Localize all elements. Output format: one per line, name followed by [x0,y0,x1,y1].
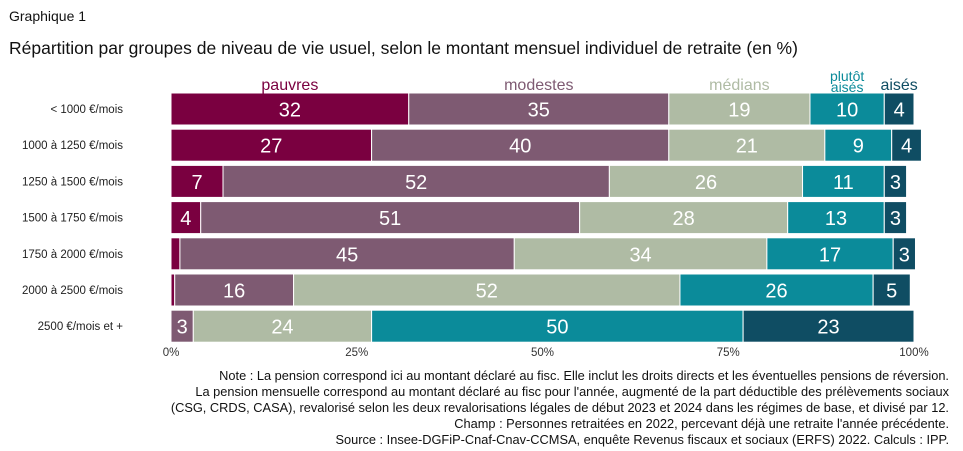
bar-segment [668,128,826,162]
chart-title: Répartition par groupes de niveau de vie… [9,38,798,58]
bar-segment [668,92,811,126]
x-tick-label: 75% [717,347,740,359]
data-label: 23 [817,317,839,339]
x-tick-label: 50% [531,347,554,359]
data-label: 7 [191,172,202,194]
note-line: La pension mensuelle correspond au monta… [195,384,949,399]
bar-segment [892,237,916,271]
bar-segment [891,128,922,162]
scope-line: Champ : Personnes retraitées en 2022, pe… [454,416,949,431]
data-label: 45 [336,244,358,266]
data-label: 4 [901,136,912,158]
bar-segment [883,201,908,235]
data-label: 35 [528,100,550,122]
data-label: 19 [728,100,750,122]
note-line: Note : La pension correspond ici au mont… [219,368,949,383]
data-label: 5 [886,281,897,303]
data-label: 17 [819,244,841,266]
bar-segment [200,201,581,235]
chart-notes: Note : La pension correspond ici au mont… [9,368,949,448]
legend-label: pauvres [261,77,318,94]
bar-segment [192,309,373,343]
data-label: 40 [509,136,531,158]
bar-segment [293,273,681,307]
data-label: 28 [673,208,695,230]
x-tick-label: 25% [345,347,368,359]
source-line: Source : Insee-DGFiP-Cnaf-Cnav-CCMSA, en… [335,432,949,447]
bar-segment [883,92,915,126]
category-label: 1750 à 2000 €/mois [22,249,123,261]
bar-segment [579,201,789,235]
data-label: 4 [894,100,905,122]
bar-segment [408,92,670,126]
data-label: 27 [260,136,282,158]
data-label: 52 [405,172,427,194]
x-tick-label: 0% [163,347,180,359]
bar-segment [802,164,885,198]
data-label: 13 [825,208,847,230]
data-label: 52 [476,281,498,303]
bar-segment [170,237,181,271]
bar-segment [170,92,410,126]
chart-kicker: Graphique 1 [9,8,87,24]
data-label: 3 [177,317,188,339]
bar-segment [513,237,768,271]
category-label: 1000 à 1250 €/mois [22,140,123,152]
category-label: 1500 à 1750 €/mois [22,213,123,225]
data-label: 32 [279,100,301,122]
legend-label: aisés [880,77,917,94]
data-label: 51 [379,208,401,230]
category-label: 1250 à 1500 €/mois [22,176,123,188]
data-label: 3 [890,208,901,230]
bar-segment [824,128,893,162]
bar-segment [787,201,885,235]
data-label: 50 [546,317,568,339]
category-label: 2000 à 2500 €/mois [22,285,123,297]
bar-segment [883,164,908,198]
data-label: 16 [223,281,245,303]
bar-segment [170,273,176,307]
category-label: < 1000 €/mois [50,104,123,116]
bar-segment [608,164,804,198]
note-line: (CSG, CRDS, CASA), revalorisé selon les … [170,400,949,415]
data-label: 10 [836,100,858,122]
data-label: 26 [695,172,717,194]
data-label: 3 [890,172,901,194]
bar-segment [179,237,515,271]
legend-label: plutôt [830,68,864,84]
data-label: 3 [899,244,910,266]
bar-segment [809,92,885,126]
bar-segment [766,237,894,271]
legend-label: aisés [831,79,864,95]
bar-segment [742,309,915,343]
legend-label: médians [709,77,769,94]
legend-label: modestes [504,77,573,94]
bar-segment [170,164,224,198]
data-label: 21 [736,136,758,158]
data-label: 26 [765,281,787,303]
bar-segment [371,309,744,343]
data-label: 24 [271,317,293,339]
category-label: 2500 €/mois et + [38,321,124,333]
data-label: 4 [180,208,191,230]
x-tick-label: 100% [899,347,928,359]
data-label: 34 [629,244,651,266]
bar-segment [872,273,911,307]
data-label: 9 [853,136,864,158]
data-label: 11 [833,172,854,194]
